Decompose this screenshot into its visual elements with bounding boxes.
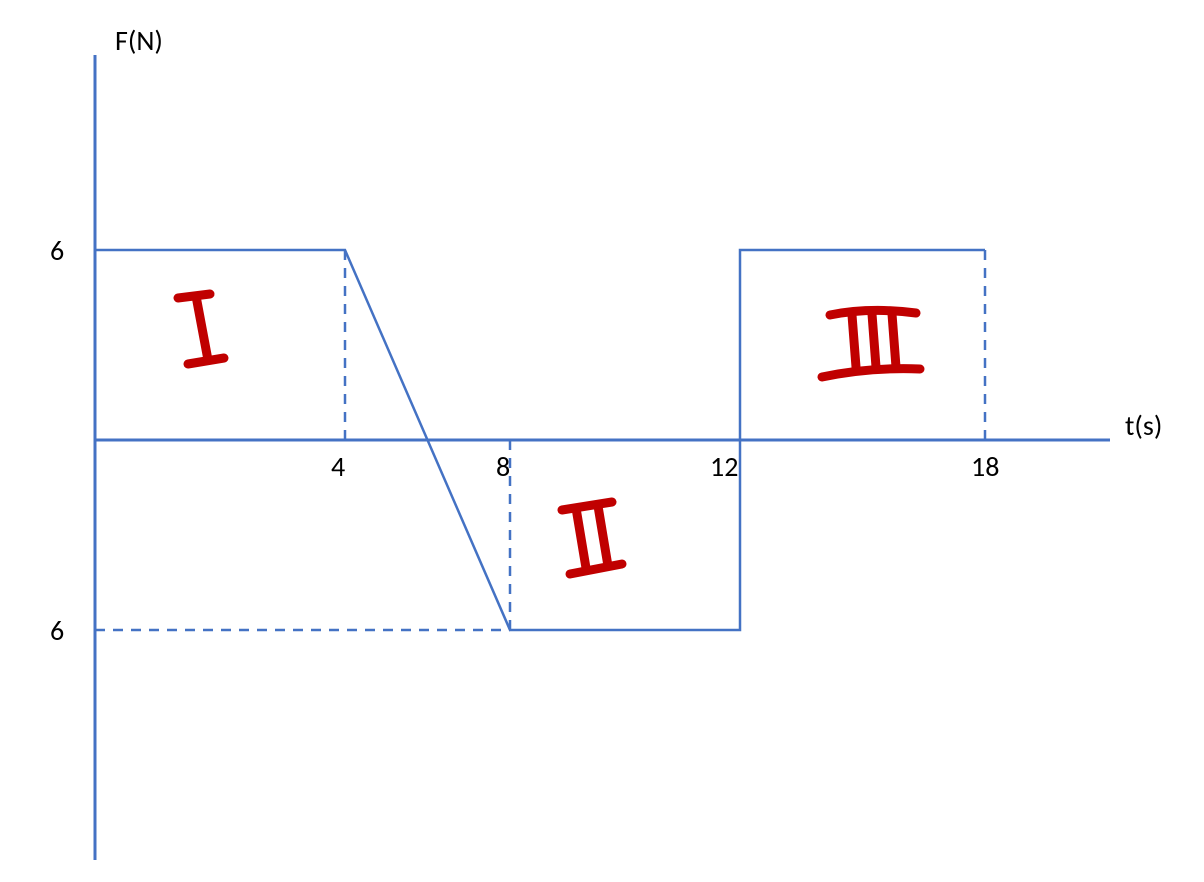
x-tick-label-4: 4 <box>331 449 345 484</box>
y-tick-label-1: 6 <box>50 613 64 648</box>
x-tick-label-18: 18 <box>971 449 999 484</box>
x-tick-label-12: 12 <box>710 449 738 484</box>
region-label-III <box>822 310 920 377</box>
x-axis-title: t(s) <box>1125 408 1162 443</box>
x-tick-label-8: 8 <box>496 449 510 484</box>
region-label-II <box>562 502 622 574</box>
region-label-I <box>178 294 224 364</box>
y-axis-title: F(N) <box>115 23 163 58</box>
force-time-chart: 4 8 12 18 6 6 t(s) F(N) <box>0 0 1204 882</box>
y-tick-label-0: 6 <box>50 233 64 268</box>
